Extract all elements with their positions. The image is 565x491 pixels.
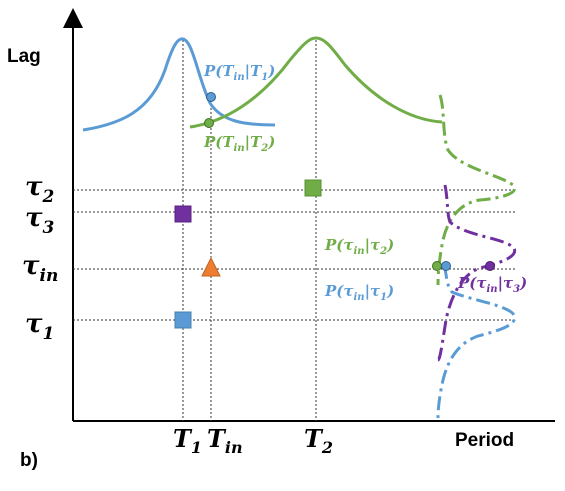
annotation-p-Tin-T1: P(Tin|T1) [203, 62, 275, 83]
annotation-p-Tin-T2: P(Tin|T2) [203, 133, 275, 154]
tick-label-T1: T1 [173, 424, 202, 457]
y-axis-label: Lag [7, 46, 41, 67]
tau2-green-square [304, 179, 322, 197]
lag-distribution-tau1-curve [436, 264, 517, 419]
tick-label-tau2: τ2 [25, 172, 55, 207]
tick-label-Tin: Tin [207, 424, 243, 457]
tau1-blue-square [174, 311, 192, 329]
period-distribution-T1-curve [82, 37, 276, 132]
lag-distribution-tau3-curve [436, 184, 517, 362]
p-tau-1-dot [441, 261, 451, 271]
annotation-p-tau-3: P(τin|τ3) [457, 274, 527, 295]
horizontal-guides [73, 189, 515, 321]
p-tau-3-dot [485, 261, 495, 271]
tick-label-tau1: τ1 [25, 309, 54, 344]
tick-label-tauin: τin [22, 251, 58, 286]
p-tau-2-dot [432, 261, 442, 271]
period-distribution-T2-curve [189, 36, 443, 129]
p-Tin-T2-dot [204, 118, 214, 128]
lag-distribution-tau2-curve [436, 94, 517, 286]
p-Tin-T1-dot [206, 92, 216, 102]
vertical-guides [182, 40, 317, 421]
tau3-purple-square [174, 205, 192, 223]
x-axis-label: Period [455, 430, 514, 451]
panel-label: b) [20, 450, 38, 471]
annotation-p-tau-2: P(τin|τ2) [324, 236, 394, 257]
tick-label-tau3: τ3 [25, 203, 55, 238]
input-orange-triangle [201, 256, 221, 277]
annotation-p-tau-1: P(τin|τ1) [324, 282, 394, 303]
tick-label-T2: T2 [304, 424, 333, 457]
